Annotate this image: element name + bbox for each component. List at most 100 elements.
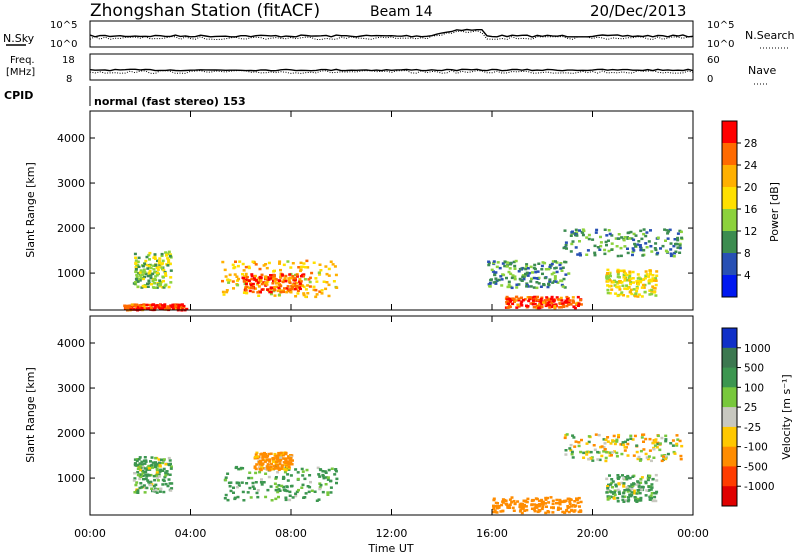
data-cell xyxy=(289,462,293,465)
data-cell xyxy=(666,237,670,240)
data-cell xyxy=(630,493,634,497)
data-cell xyxy=(296,289,300,292)
data-cell xyxy=(278,262,281,265)
data-cell xyxy=(535,286,539,290)
data-cell xyxy=(136,285,140,288)
data-cell xyxy=(149,480,153,484)
freq-label: Freq. xyxy=(10,55,35,66)
data-cell xyxy=(138,465,142,468)
data-cell xyxy=(627,496,630,499)
data-cell xyxy=(616,474,620,477)
data-cell xyxy=(294,284,298,288)
data-cell xyxy=(519,508,523,511)
data-cell xyxy=(578,229,581,232)
data-cell xyxy=(286,285,290,288)
data-cell xyxy=(648,474,652,478)
data-cell xyxy=(161,304,165,307)
data-cell xyxy=(287,467,291,470)
data-cell xyxy=(559,262,563,265)
data-cell xyxy=(524,499,528,502)
nsky-tick-bottom: 10^0 xyxy=(50,39,77,50)
data-cell xyxy=(664,457,668,461)
data-cell xyxy=(139,475,143,478)
data-cell xyxy=(258,275,262,279)
data-cell xyxy=(653,444,657,447)
data-cell xyxy=(513,277,517,281)
data-cell xyxy=(650,292,654,296)
data-cell xyxy=(147,279,151,282)
data-cell xyxy=(633,242,637,246)
data-cell xyxy=(667,230,671,233)
data-cell xyxy=(148,269,152,273)
data-cell xyxy=(239,466,243,470)
data-cell xyxy=(271,457,275,460)
data-cell xyxy=(605,275,609,278)
data-cell xyxy=(136,278,140,281)
data-cell xyxy=(285,485,289,488)
data-cell xyxy=(308,474,312,477)
data-cell xyxy=(605,477,609,481)
data-cell xyxy=(272,270,276,273)
data-cell xyxy=(168,459,172,462)
data-cell xyxy=(514,295,518,299)
data-cell xyxy=(318,290,322,293)
data-cell xyxy=(264,275,268,278)
data-cell xyxy=(642,232,646,236)
data-cell xyxy=(530,507,534,510)
data-cell xyxy=(260,478,263,481)
data-cell xyxy=(319,483,323,487)
data-cell xyxy=(293,273,297,277)
data-cell xyxy=(640,485,644,489)
data-cell xyxy=(528,297,532,301)
data-cell xyxy=(526,267,530,270)
data-cell xyxy=(641,248,645,252)
data-cell xyxy=(662,455,665,458)
data-cell xyxy=(569,449,573,452)
data-cell xyxy=(145,468,149,471)
data-cell xyxy=(155,305,159,309)
data-cell xyxy=(537,276,541,280)
data-cell xyxy=(524,272,527,276)
data-cell xyxy=(142,305,146,308)
data-cell xyxy=(642,448,646,451)
colorbar-tick-label: 24 xyxy=(744,160,758,172)
data-cell xyxy=(503,264,507,268)
data-cell xyxy=(642,440,645,443)
data-cell xyxy=(237,484,241,487)
data-cell xyxy=(245,482,249,485)
data-cell xyxy=(143,456,147,459)
data-cell xyxy=(610,478,614,481)
data-cell xyxy=(646,478,650,482)
data-cell xyxy=(553,267,557,270)
data-cell xyxy=(582,451,586,455)
data-cell xyxy=(500,503,504,507)
data-cell xyxy=(552,298,556,301)
freq-tick-top: 18 xyxy=(62,55,75,66)
data-cell xyxy=(153,478,157,482)
data-cell xyxy=(155,286,159,289)
data-cell xyxy=(632,482,636,486)
data-cell xyxy=(287,463,291,466)
data-cell xyxy=(673,238,677,241)
data-cell xyxy=(529,302,533,305)
data-cell xyxy=(640,488,644,491)
data-cell xyxy=(631,250,635,254)
data-cell xyxy=(237,481,241,485)
data-cell xyxy=(500,278,504,281)
data-cell xyxy=(652,456,656,459)
data-cell xyxy=(624,272,628,275)
data-cell xyxy=(608,279,612,282)
data-cell xyxy=(247,286,251,290)
data-cell xyxy=(492,281,496,284)
data-cell xyxy=(558,302,562,305)
data-cell xyxy=(487,263,491,267)
data-cell xyxy=(260,273,264,277)
data-cell xyxy=(258,267,262,271)
data-cell xyxy=(524,505,528,508)
data-cell xyxy=(636,277,640,280)
data-cell xyxy=(264,263,268,266)
data-cell xyxy=(270,499,274,502)
data-cell xyxy=(569,443,573,447)
data-cell xyxy=(326,493,330,496)
